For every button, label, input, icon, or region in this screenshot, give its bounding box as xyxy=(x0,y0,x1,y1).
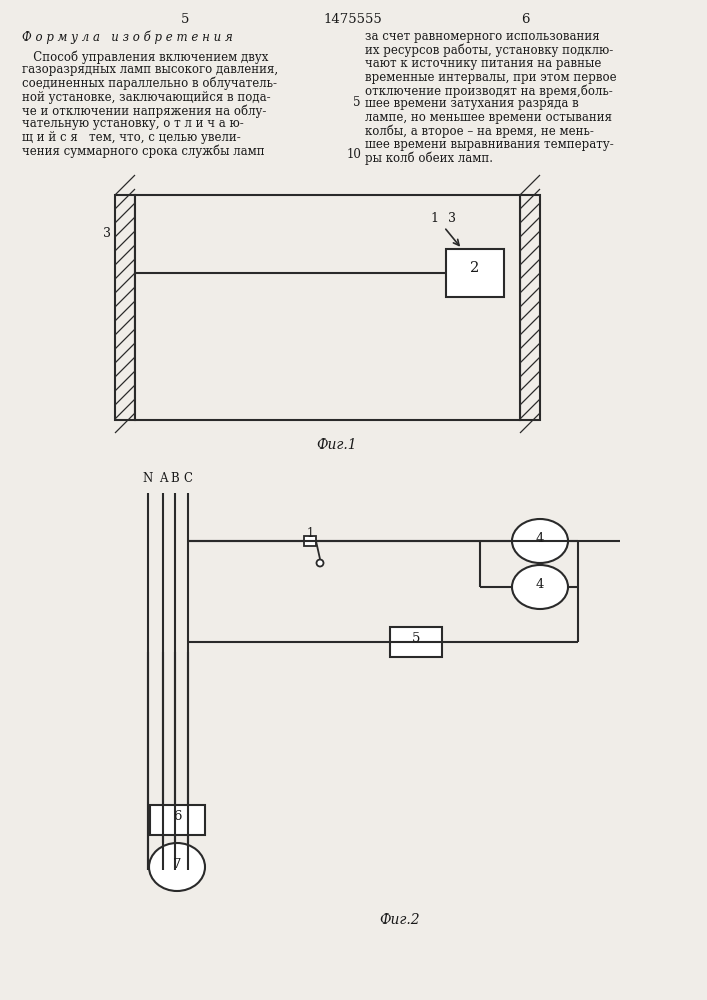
Text: чения суммарного срока службы ламп: чения суммарного срока службы ламп xyxy=(22,144,264,158)
Text: B: B xyxy=(170,472,180,485)
Text: 10: 10 xyxy=(346,148,361,161)
Text: 7: 7 xyxy=(173,857,181,870)
Text: отключение производят на время,боль-: отключение производят на время,боль- xyxy=(365,84,613,98)
Text: 5: 5 xyxy=(411,633,420,646)
Text: C: C xyxy=(184,472,192,485)
Ellipse shape xyxy=(512,565,568,609)
Text: 1: 1 xyxy=(306,527,314,540)
Text: чают к источнику питания на равные: чают к источнику питания на равные xyxy=(365,57,602,70)
Text: 6: 6 xyxy=(521,13,530,26)
Bar xyxy=(446,249,504,297)
Text: соединенных параллельно в облучатель-: соединенных параллельно в облучатель- xyxy=(22,77,277,91)
Text: лампе, но меньшее времени остывания: лампе, но меньшее времени остывания xyxy=(365,111,612,124)
Text: ной установке, заключающийся в пода-: ной установке, заключающийся в пода- xyxy=(22,91,271,104)
Ellipse shape xyxy=(512,519,568,563)
Text: Фиг.2: Фиг.2 xyxy=(380,913,421,927)
Bar xyxy=(520,195,540,420)
Text: Фиг.1: Фиг.1 xyxy=(317,438,357,452)
Text: ры колб обеих ламп.: ры колб обеих ламп. xyxy=(365,151,493,165)
Text: 1: 1 xyxy=(430,212,438,225)
Text: колбы, а второе – на время, не мень-: колбы, а второе – на время, не мень- xyxy=(365,124,594,138)
Text: 6: 6 xyxy=(173,810,181,824)
Ellipse shape xyxy=(317,560,324,566)
Text: временные интервалы, при этом первое: временные интервалы, при этом первое xyxy=(365,70,617,84)
Text: газоразрядных ламп высокого давления,: газоразрядных ламп высокого давления, xyxy=(22,64,278,77)
Text: щ и й с я   тем, что, с целью увели-: щ и й с я тем, что, с целью увели- xyxy=(22,131,241,144)
Text: шее времени выравнивания температу-: шее времени выравнивания температу- xyxy=(365,138,614,151)
Text: 5: 5 xyxy=(354,96,361,109)
Text: за счет равномерного использования: за счет равномерного использования xyxy=(365,30,600,43)
Text: их ресурсов работы, установку подклю-: их ресурсов работы, установку подклю- xyxy=(365,43,613,57)
Text: че и отключении напряжения на облу-: че и отключении напряжения на облу- xyxy=(22,104,267,117)
Text: 3: 3 xyxy=(103,227,111,240)
Bar xyxy=(135,195,520,420)
Text: Ф о р м у л а   и з о б р е т е н и я: Ф о р м у л а и з о б р е т е н и я xyxy=(22,30,233,43)
Text: чательную установку, о т л и ч а ю-: чательную установку, о т л и ч а ю- xyxy=(22,117,244,130)
Bar xyxy=(390,627,442,657)
Text: N: N xyxy=(143,472,153,485)
Text: шее времени затухания разряда в: шее времени затухания разряда в xyxy=(365,98,579,110)
Bar xyxy=(304,536,316,546)
Text: 4: 4 xyxy=(536,578,544,590)
Text: A: A xyxy=(159,472,168,485)
Text: Способ управления включением двух: Способ управления включением двух xyxy=(22,50,269,64)
Text: 1475555: 1475555 xyxy=(324,13,382,26)
Text: 3: 3 xyxy=(448,212,456,225)
Bar xyxy=(115,195,135,420)
Text: 2: 2 xyxy=(470,261,479,275)
Ellipse shape xyxy=(149,843,205,891)
Text: 4: 4 xyxy=(536,532,544,544)
Bar xyxy=(150,805,205,835)
Text: 5: 5 xyxy=(181,13,189,26)
